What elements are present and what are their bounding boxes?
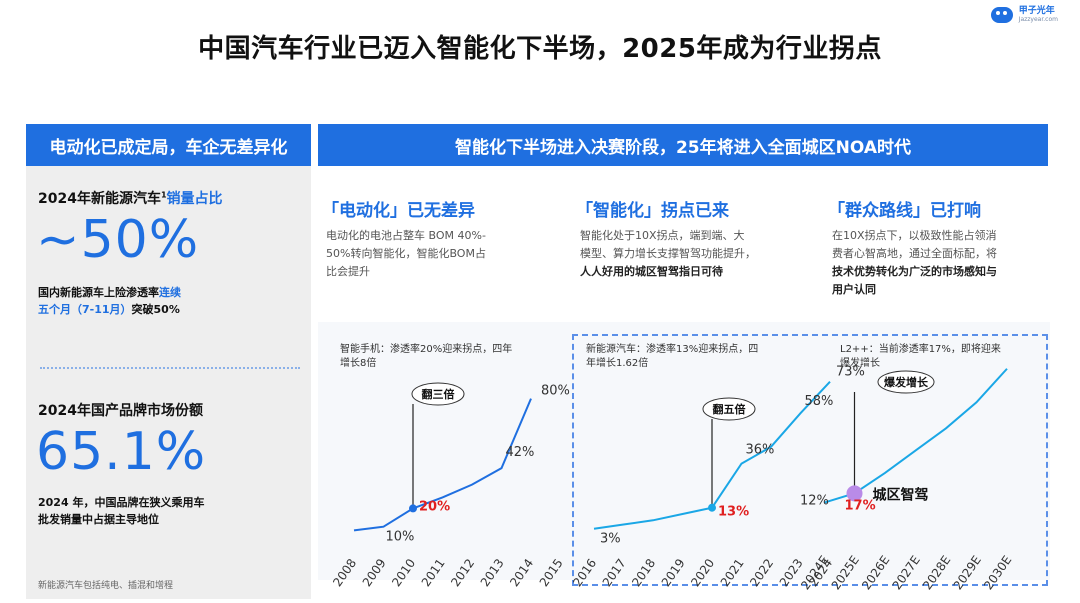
x-tick-label: 2012	[448, 556, 477, 589]
highlight-dashed-box	[572, 334, 1048, 586]
stat1-note-highlight: 五个月（7-11月）	[38, 303, 132, 316]
milestone-label: 城区智驾	[873, 486, 929, 503]
column-heading-electrification: 「电动化」已无差异	[322, 201, 475, 221]
logo-text: 甲子光年	[1018, 6, 1055, 16]
x-tick-label: 2020	[688, 556, 717, 589]
x-tick-label: 2026E	[859, 553, 892, 592]
x-tick-label: 2014	[507, 556, 536, 589]
x-tick-label: 2019	[659, 556, 688, 589]
data-label: 42%	[506, 445, 535, 460]
x-tick-label: 2027E	[890, 553, 923, 592]
column-body-line: 用户认同	[832, 283, 876, 296]
stat1-footnote-marker: 1	[160, 190, 167, 200]
chart-area	[318, 322, 1050, 580]
x-tick-label: 2025E	[829, 553, 862, 592]
x-tick-label: 2008	[330, 556, 359, 589]
logo-subtext: Jazzyear.com	[1018, 16, 1058, 23]
callout-text: 翻五倍	[713, 402, 746, 416]
data-label: 17%	[845, 498, 876, 513]
stat2-label: 2024年国产品牌市场份额	[38, 403, 203, 419]
x-tick-label: 2009	[360, 556, 389, 589]
series-line	[353, 398, 532, 532]
column-body-intelligence: 智能化处于10X拐点，端到端、大 模型、算力增长支撑智驾功能提升， 人人好用的城…	[580, 227, 756, 281]
data-label: 20%	[419, 499, 450, 514]
column-body-line: 技术优势转化为广泛的市场感知与	[832, 265, 997, 278]
chart-annotation: 智能手机：渗透率20%迎来拐点，四年	[340, 342, 512, 355]
stat1-label: 2024年新能源汽车1销量占比	[38, 188, 223, 208]
source-note: 新能源汽车包括纯电、插混和增程	[38, 581, 174, 591]
callout-bubble	[702, 397, 756, 421]
x-tick-label: 2013	[478, 556, 507, 589]
left-panel	[26, 124, 311, 599]
data-label: 13%	[718, 505, 749, 520]
x-tick-label: 2021	[718, 556, 747, 589]
column-body-line: 在10X拐点下，以极致性能占领消	[832, 229, 997, 242]
column-heading-mass-market: 「群众路线」已打响	[828, 201, 981, 221]
x-tick-label: 2010	[389, 556, 418, 589]
panel-divider	[40, 367, 300, 369]
data-label: 10%	[386, 530, 415, 545]
stat1-note-highlight: 连续	[159, 286, 181, 299]
data-label: 73%	[836, 365, 865, 380]
chart-annotation: 新能源汽车：渗透率13%迎来拐点，四	[586, 342, 758, 355]
stat2-value: 65.1%	[36, 422, 207, 482]
x-tick-label: 2018	[629, 556, 658, 589]
column-body-line: 电动化的电池占整车 BOM 40%-	[326, 229, 486, 242]
callout-text: 翻三倍	[422, 387, 455, 401]
column-body-line: 50%转向智能化，智能化BOM占	[326, 247, 486, 260]
column-body-line: 人人好用的城区智驾指日可待	[580, 265, 723, 278]
stat1-label-tail: 销量占比	[166, 191, 223, 207]
column-body-mass-market: 在10X拐点下，以极致性能占领消 费者心智高地，通过全面标配，将 技术优势转化为…	[832, 227, 997, 299]
data-label: 58%	[805, 394, 834, 409]
x-tick-label: 2017	[600, 556, 629, 589]
callout-text: 爆发增长	[884, 375, 929, 389]
stat2-note-line: 批发销量中占据主导地位	[38, 513, 159, 526]
logo-icon	[990, 6, 1013, 23]
data-label: 12%	[800, 494, 829, 509]
left-header: 电动化已成定局，车企无差异化	[26, 124, 311, 166]
callout-bubble	[877, 370, 935, 394]
stat2-note: 2024 年，中国品牌在狭义乘用车 批发销量中占据主导地位	[38, 494, 204, 528]
chart-annotation: 年增长1.62倍	[586, 356, 648, 369]
column-body-electrification: 电动化的电池占整车 BOM 40%- 50%转向智能化，智能化BOM占 比会提升	[326, 227, 486, 281]
x-tick-label: 2015	[537, 556, 566, 589]
column-body-line: 比会提升	[326, 265, 370, 278]
milestone-marker	[846, 485, 863, 502]
data-label: 36%	[746, 443, 775, 458]
page-title: 中国汽车行业已迈入智能化下半场，2025年成为行业拐点	[198, 34, 882, 64]
x-tick-label: 2022	[747, 556, 776, 589]
column-body-line: 模型、算力增长支撑智驾功能提升，	[580, 247, 756, 260]
chart-annotation: L2++：当前渗透率17%，即将迎来	[840, 342, 1001, 355]
x-tick-label: 2029E	[951, 553, 984, 592]
inflection-point	[409, 504, 417, 513]
data-label: 3%	[600, 532, 621, 547]
data-label: 80%	[541, 384, 570, 399]
brand-logo: 甲子光年 Jazzyear.com	[990, 6, 1058, 23]
stat2-note-line: 2024 年，中国品牌在狭义乘用车	[38, 496, 205, 509]
x-tick-label: 2028E	[920, 553, 953, 592]
chart-annotation: 增长8倍	[340, 356, 376, 369]
column-body-line: 费者心智高地，通过全面标配，将	[832, 247, 997, 260]
stat1-note: 国内新能源车上险渗透率连续 五个月（7-11月）突破50%	[38, 284, 181, 318]
inflection-point	[708, 503, 716, 512]
column-body-line: 智能化处于10X拐点，端到端、大	[580, 229, 745, 242]
x-tick-label: 2016	[570, 556, 599, 589]
stat1-note-part: 突破50%	[131, 303, 180, 316]
stat1-note-part: 国内新能源车上险渗透率	[38, 286, 159, 299]
x-tick-label: 2030E	[981, 553, 1014, 592]
chart-annotation: 爆发增长	[840, 356, 880, 369]
callout-bubble	[411, 382, 465, 406]
stat1-value: ~50%	[36, 210, 200, 270]
column-heading-intelligence: 「智能化」拐点已来	[576, 201, 729, 221]
stat1-label-main: 2024年新能源汽车	[38, 191, 161, 207]
x-tick-label: 2011	[419, 556, 448, 589]
right-header: 智能化下半场进入决赛阶段，25年将进入全面城区NOA时代	[318, 124, 1048, 166]
